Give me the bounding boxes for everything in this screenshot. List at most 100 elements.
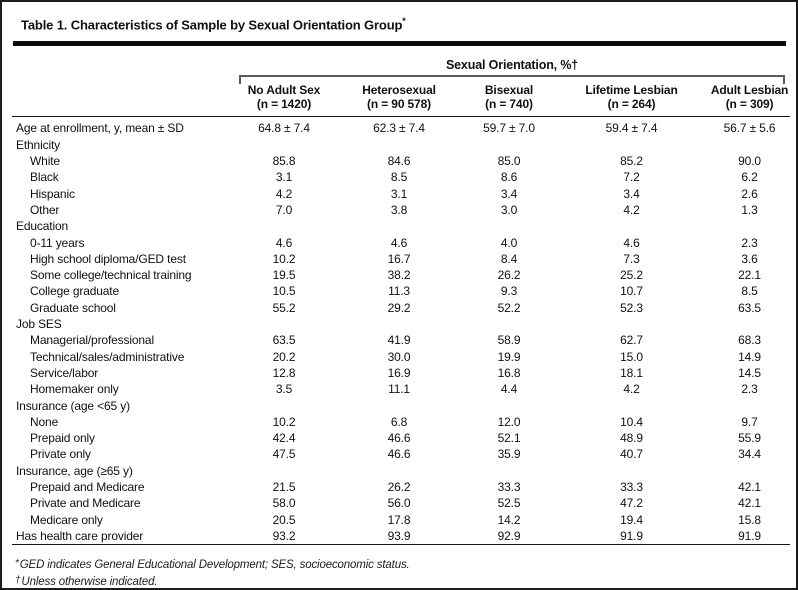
column-header-n: (n = 264): [607, 96, 656, 111]
cell-value: 40.7: [620, 447, 643, 462]
cell-value: 3.6: [741, 251, 758, 266]
table-row: Ethnicity: [12, 137, 790, 153]
cell-value: 10.2: [272, 414, 296, 429]
cell-value: [554, 316, 709, 332]
cell-value: 4.6: [390, 235, 408, 250]
cell-value: [464, 316, 554, 332]
cell-value: [464, 463, 554, 479]
row-label: Ethnicity: [16, 137, 61, 152]
cell-value: 15.8: [738, 512, 761, 527]
cell-value: 19.5: [272, 268, 296, 283]
column-header-label: Heterosexual: [362, 84, 436, 98]
cell-value: 3.0: [500, 202, 518, 217]
cell-value: 22.1: [738, 268, 761, 283]
table-row: Some college/technical training 19.5 38.…: [12, 267, 790, 283]
table-row: Service/labor 12.8 16.9 16.8 18.1 14.5: [12, 365, 790, 381]
column-header-label: Lifetime Lesbian: [585, 84, 678, 98]
table-row: Technical/sales/administrative 20.2 30.0…: [12, 348, 790, 364]
cell-value: 10.2: [272, 251, 296, 266]
column-header-n: (n = 740): [485, 96, 533, 111]
cell-value: [334, 316, 464, 332]
cell-value: 3.8: [390, 202, 408, 217]
cell-value: 10.7: [620, 284, 643, 299]
title-rule: [13, 41, 786, 47]
cell-value: [234, 316, 334, 332]
cell-value: 9.7: [741, 414, 758, 429]
cell-value: 15.0: [620, 349, 643, 364]
column-group-bracket: [239, 75, 786, 85]
row-label: Job SES: [16, 317, 62, 332]
row-label: Black: [30, 170, 59, 185]
cell-value: 52.2: [497, 300, 521, 315]
spanner-row: Sexual Orientation, %†: [12, 46, 790, 74]
row-label: White: [30, 154, 60, 169]
cell-value: 93.9: [334, 527, 464, 546]
row-label: Private and Medicare: [30, 496, 141, 511]
cell-value: [554, 218, 709, 234]
column-header-label: Adult Lesbian: [710, 84, 789, 98]
column-header: Heterosexual (n = 90 578): [334, 84, 464, 118]
row-label: High school diploma/GED test: [30, 251, 186, 266]
table-row: Has health care provider 93.2 93.9 92.9 …: [12, 527, 791, 546]
cell-value: 46.6: [387, 447, 411, 462]
table-row: Job SES: [12, 316, 790, 332]
cell-value: 2.3: [741, 382, 758, 397]
table-row: Homemaker only 3.5 11.1 4.4 4.2 2.3: [12, 381, 790, 397]
cell-value: [554, 137, 709, 153]
cell-value: 47.5: [272, 447, 296, 462]
cell-value: 10.4: [620, 414, 643, 429]
table-row: Insurance (age <65 y): [12, 397, 790, 413]
cell-value: 93.2: [234, 527, 334, 546]
cell-value: 55.2: [272, 300, 296, 315]
column-header-n: (n = 90 578): [367, 96, 431, 111]
row-label: Other: [30, 202, 60, 217]
footnote-marker: †: [15, 575, 21, 587]
cell-value: 90.0: [738, 154, 761, 169]
cell-value: 18.1: [620, 365, 643, 380]
cell-value: 16.9: [387, 365, 411, 380]
cell-value: 59.4 ± 7.4: [605, 121, 658, 136]
table-title: Table 1. Characteristics of Sample by Se…: [2, 2, 796, 32]
row-label: Insurance (age <65 y): [16, 398, 130, 413]
cell-value: 4.6: [275, 235, 293, 250]
cell-value: 47.2: [620, 496, 643, 511]
cell-value: 42.1: [738, 480, 761, 494]
cell-value: 68.3: [738, 333, 761, 348]
cell-value: 6.8: [390, 414, 408, 429]
cell-value: 85.0: [497, 154, 521, 169]
cell-value: 91.9: [554, 527, 709, 546]
cell-value: 85.2: [620, 154, 643, 169]
table-row: 0-11 years 4.6 4.6 4.0 4.6 2.3: [12, 234, 790, 250]
row-label: Managerial/professional: [30, 333, 154, 348]
row-label: Some college/technical training: [30, 268, 192, 283]
cell-value: 9.3: [500, 284, 518, 299]
cell-value: 4.0: [500, 235, 518, 250]
cell-value: [709, 316, 790, 332]
cell-value: 4.2: [275, 186, 293, 201]
table-body: Age at enrollment, y, mean ± SD 64.8 ± 7…: [12, 117, 791, 546]
cell-value: 20.2: [272, 349, 296, 364]
cell-value: 20.5: [272, 512, 296, 527]
table-row: Prepaid only 42.4 46.6 52.1 48.9 55.9: [12, 430, 790, 446]
row-label: College graduate: [30, 284, 120, 299]
cell-value: 34.4: [738, 447, 761, 462]
table-row: Insurance, age (≥65 y): [12, 463, 790, 479]
cell-value: [709, 397, 790, 413]
column-header-label: No Adult Sex: [247, 84, 321, 98]
cell-value: 3.5: [275, 382, 293, 397]
cell-value: 58.9: [497, 333, 521, 348]
cell-value: 21.5: [272, 480, 296, 494]
cell-value: 64.8 ± 7.4: [258, 121, 310, 136]
cell-value: [709, 218, 790, 234]
cell-value: 8.5: [741, 284, 758, 299]
cell-value: 7.3: [623, 251, 640, 266]
footnotes: *GED indicates General Educational Devel…: [15, 556, 786, 588]
cell-value: 14.9: [738, 349, 761, 364]
cell-value: [334, 463, 464, 479]
cell-value: 52.5: [497, 496, 521, 511]
cell-value: [464, 218, 554, 234]
cell-value: 7.2: [623, 170, 640, 185]
row-label: Service/labor: [30, 365, 99, 380]
row-label: Insurance, age (≥65 y): [16, 463, 133, 478]
